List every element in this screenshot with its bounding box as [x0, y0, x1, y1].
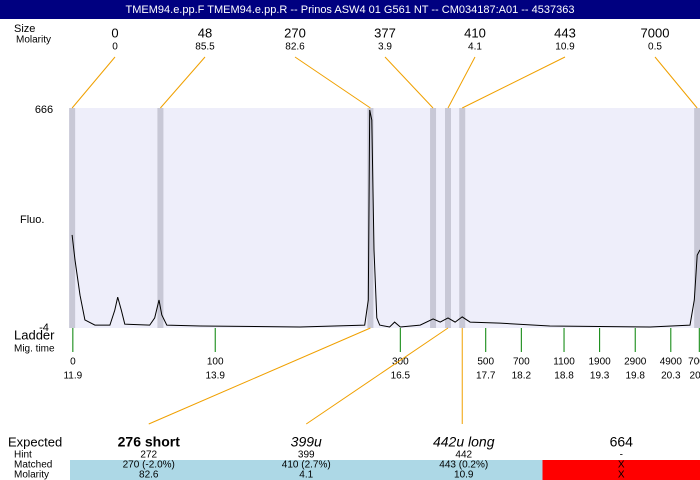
ladder-time: 13.9 [205, 371, 225, 382]
y-tick-label: -4 [39, 322, 49, 334]
ladder-time: 19.3 [590, 371, 610, 382]
matched-molarity: 4.1 [299, 470, 313, 480]
peak-connector [654, 56, 698, 109]
match-cell [542, 460, 700, 480]
peak-connector [447, 56, 476, 109]
peak-size: 7000 [641, 25, 670, 40]
matched: 443 (0.2%) [439, 460, 488, 471]
peak-connector [384, 56, 434, 109]
peak-connector [294, 56, 371, 109]
ladder-size: 500 [477, 357, 494, 368]
trace [71, 109, 700, 328]
ladder-label: Ladder [14, 327, 55, 342]
expected-entry: 399u [291, 434, 322, 450]
matched-molarity: 82.6 [139, 470, 159, 480]
matched-molarity: X [618, 470, 625, 480]
expected-entry: 664 [610, 434, 634, 450]
peak-molarity: 0.5 [648, 42, 662, 53]
peak-connector [462, 56, 566, 109]
matched: 410 (2.7%) [282, 460, 331, 471]
title: TMEM94.e.pp.F TMEM94.e.pp.R -- Prinos AS… [126, 4, 575, 16]
peak-size: 377 [374, 25, 396, 40]
peak-band [69, 108, 76, 328]
ladder-size: 1100 [553, 357, 575, 368]
match-connector [148, 327, 371, 425]
peak-size: 0 [111, 25, 118, 40]
peak-molarity: 10.9 [555, 42, 575, 53]
ladder-size: 0 [70, 357, 76, 368]
expected-entry: 442u long [433, 434, 495, 450]
ladder-time: 11.9 [63, 371, 82, 382]
peak-size-label: Size [14, 23, 35, 35]
ladder-time: 18.8 [554, 371, 574, 382]
peak-band [694, 108, 700, 328]
title-bar [0, 0, 700, 19]
expected-entry: 276 short [118, 434, 181, 450]
ladder-time: 20.7 [690, 371, 700, 382]
ladder-time: 20.3 [661, 371, 681, 382]
hint: 272 [140, 450, 157, 461]
ladder-size: 4900 [660, 357, 683, 368]
peak-molarity: 85.5 [195, 42, 215, 53]
peak-band [430, 108, 437, 328]
peak-connector [160, 56, 206, 109]
match-cell [385, 460, 543, 480]
hint: - [620, 450, 623, 461]
peak-size: 443 [554, 25, 576, 40]
peak-band [445, 108, 451, 328]
peak-molarity-label: Molarity [16, 35, 51, 46]
match-connector [305, 327, 449, 425]
peak-band [157, 108, 164, 328]
hint: 442 [455, 450, 472, 461]
peak-connector [71, 56, 116, 109]
matched-label: Matched [14, 460, 52, 471]
match-cell [227, 460, 385, 480]
peak-size: 410 [464, 25, 486, 40]
expected-label: Expected [8, 434, 62, 449]
mig-time-label: Mig. time [14, 344, 55, 355]
ladder-time: 17.7 [476, 371, 496, 382]
match-cell [70, 460, 228, 480]
y-tick-label: 666 [35, 104, 53, 116]
hint: 399 [298, 450, 315, 461]
ladder-size: 2900 [624, 357, 647, 368]
ladder-time: 16.5 [391, 371, 411, 382]
peak-size: 270 [284, 25, 306, 40]
plot-area [70, 108, 700, 328]
peak-size: 48 [198, 25, 212, 40]
y-axis-label: Fluo. [20, 214, 44, 226]
peak-molarity: 82.6 [285, 42, 305, 53]
peak-band [367, 108, 374, 328]
ladder-time: 18.2 [512, 371, 532, 382]
ladder-time: 19.8 [625, 371, 645, 382]
matched-molarity: 10.9 [454, 470, 474, 480]
ladder-size: 100 [207, 357, 224, 368]
matched: X [618, 460, 625, 471]
peak-molarity: 0 [112, 42, 118, 53]
peak-molarity: 4.1 [468, 42, 482, 53]
ladder-size: 7000 [688, 357, 700, 368]
ladder-size: 300 [392, 357, 409, 368]
ladder-size: 1900 [589, 357, 612, 368]
peak-band [459, 108, 466, 328]
hint-label: Hint [14, 450, 32, 461]
matched: 270 (-2.0%) [123, 460, 175, 471]
ladder-size: 700 [513, 357, 530, 368]
peak-molarity: 3.9 [378, 42, 392, 53]
molarity-row-label: Molarity [14, 470, 49, 480]
